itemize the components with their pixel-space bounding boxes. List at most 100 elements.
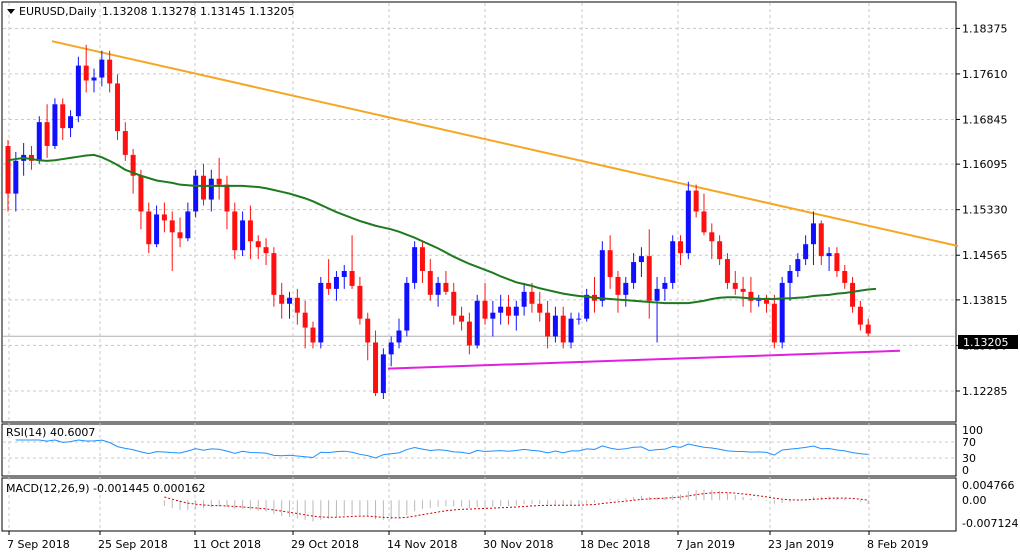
bull-candle <box>185 211 191 239</box>
bear-candle <box>529 291 535 304</box>
y-tick-label: 1.16845 <box>962 113 1008 126</box>
y-tick-label: 1.16095 <box>962 158 1008 171</box>
bear-candle <box>764 297 770 304</box>
bull-candle <box>599 250 605 301</box>
bear-candle <box>724 259 730 283</box>
bear-candle <box>177 232 183 239</box>
macd-signal-line <box>164 492 869 519</box>
bear-candle <box>357 285 363 319</box>
bear-candle <box>560 315 566 343</box>
rsi-panel-frame <box>1 423 957 477</box>
bull-candle <box>388 342 394 355</box>
bear-candle <box>365 318 371 343</box>
bear-candle <box>607 250 613 277</box>
bull-candle <box>208 178 214 200</box>
bull-candle <box>638 256 644 263</box>
trendlines <box>51 40 959 370</box>
bull-candle <box>412 247 418 283</box>
bear-candle <box>748 291 754 301</box>
rsi-line <box>15 439 869 459</box>
bear-candle <box>693 190 699 212</box>
bear-candle <box>709 232 715 242</box>
bear-candle <box>459 315 465 322</box>
rsi-level-label: 100 <box>962 424 983 437</box>
bear-candle <box>310 327 316 343</box>
bear-candle <box>349 271 355 286</box>
bull-candle <box>68 116 74 129</box>
bear-candle <box>216 178 222 185</box>
bull-candle <box>498 306 504 313</box>
bear-candle <box>60 104 66 129</box>
bear-candle <box>740 288 746 292</box>
bull-candle <box>552 315 558 337</box>
x-tick-label: 11 Oct 2018 <box>193 538 261 551</box>
macd-level-label: 0.00 <box>962 494 987 507</box>
bear-candle <box>842 271 848 283</box>
rsi-level-label: 0 <box>962 464 969 477</box>
macd-level-label: -0.007124 <box>962 517 1018 530</box>
x-tick-label: 14 Nov 2018 <box>387 538 457 551</box>
bull-candle <box>404 282 410 331</box>
bear-candle <box>138 175 144 212</box>
symbol-label: EURUSD,Daily <box>19 5 97 18</box>
bear-candle <box>302 312 308 328</box>
ohlc-values: 1.13208 1.13278 1.13145 1.13205 <box>102 5 294 18</box>
bull-candle <box>803 244 809 260</box>
dropdown-arrow-icon[interactable] <box>7 9 15 14</box>
bear-candle <box>255 241 261 248</box>
bear-candle <box>279 294 285 304</box>
macd-indicator: 0.004766 0.00 -0.007124 <box>163 479 1018 530</box>
bull-candle <box>490 312 496 319</box>
bear-candle <box>44 122 50 146</box>
resistance-trendline <box>51 40 959 247</box>
bear-candle <box>161 214 167 221</box>
bull-candle <box>623 282 629 295</box>
x-tick-label: 7 Sep 2018 <box>7 538 70 551</box>
bull-candle <box>318 282 324 343</box>
ma-line <box>7 153 877 305</box>
bull-candle <box>154 214 160 245</box>
bear-candle <box>505 306 511 316</box>
bear-candle <box>451 291 457 316</box>
bear-candle <box>834 253 840 272</box>
bear-candle <box>771 303 777 343</box>
bull-candle <box>99 59 105 78</box>
rsi-level-label: 30 <box>962 452 976 465</box>
bull-candle <box>91 77 97 81</box>
bear-candle <box>107 59 113 84</box>
bull-candle <box>380 354 386 394</box>
bear-candle <box>865 324 871 334</box>
bear-candle <box>717 241 723 260</box>
bear-candle <box>466 321 472 346</box>
y-tick-label: 1.13815 <box>962 294 1008 307</box>
bull-candle <box>513 306 519 316</box>
bull-candle <box>52 104 58 146</box>
y-tick-label: 1.14565 <box>962 249 1008 262</box>
bull-candle <box>287 297 293 304</box>
bear-candle <box>130 154 136 176</box>
bull-candle <box>435 282 441 295</box>
bear-candle <box>427 271 433 295</box>
rsi-level-label: 70 <box>962 436 976 449</box>
bear-candle <box>263 247 269 254</box>
x-tick-label: 25 Sep 2018 <box>98 538 168 551</box>
macd-level-label: 0.004766 <box>962 479 1015 492</box>
macd-panel-frame <box>1 477 957 532</box>
y-tick-label: 1.15330 <box>962 204 1008 217</box>
bear-candle <box>419 247 425 272</box>
y-tick-label: 1.12285 <box>962 385 1008 398</box>
bull-candle <box>631 262 637 283</box>
support-trendline <box>387 349 901 370</box>
bear-candle <box>247 220 253 242</box>
macd-label: MACD(12,26,9) -0.001445 0.000162 <box>6 482 205 495</box>
bull-candle <box>396 330 402 343</box>
bear-candle <box>818 223 824 257</box>
bear-candle <box>678 241 684 254</box>
bull-candle <box>787 271 793 283</box>
bear-candle <box>146 211 152 245</box>
bull-candle <box>333 276 339 289</box>
bear-candle <box>83 65 89 81</box>
bear-candle <box>646 256 652 301</box>
bear-candle <box>701 211 707 233</box>
